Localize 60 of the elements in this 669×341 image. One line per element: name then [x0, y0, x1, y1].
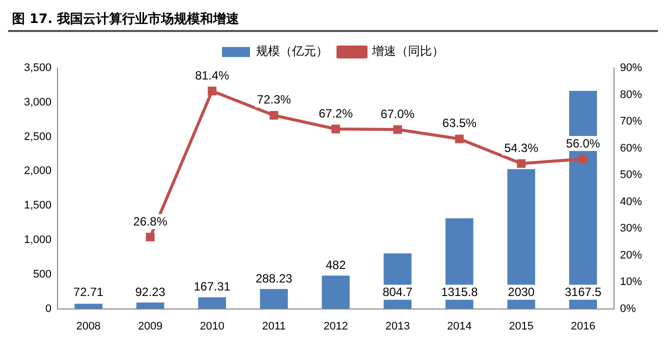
data-label: 167.31	[194, 280, 231, 294]
y2-tick-label: 10%	[620, 276, 642, 288]
data-label: 72.3%	[256, 92, 292, 107]
x-tick-label: 2016	[570, 320, 596, 332]
chart-title: 图 17. 我国云计算行业市场规模和增速	[8, 8, 658, 32]
data-label: 288.23	[256, 271, 293, 286]
y2-tick-label: 0%	[620, 302, 636, 315]
data-label: 1315.8	[441, 285, 478, 300]
y2-tick-label: 90%	[620, 62, 642, 74]
y-tick-label: 2,500	[24, 130, 52, 143]
point	[578, 154, 588, 164]
y2-tick-label: 60%	[620, 142, 642, 154]
data-label: 72.71	[73, 285, 104, 300]
point	[393, 125, 402, 134]
data-label: 67.2%	[318, 106, 354, 120]
data-label: 2030	[508, 285, 535, 300]
point	[208, 86, 216, 96]
y2-tick-label: 80%	[620, 88, 642, 101]
point	[146, 232, 155, 242]
y-tick-label: 500	[33, 268, 52, 280]
legend-label: 增速（同比）	[371, 44, 444, 58]
data-label: 482	[326, 258, 346, 272]
y2-tick-label: 40%	[620, 196, 642, 208]
y-tick-label: 1,000	[24, 234, 52, 246]
point	[270, 111, 278, 120]
bar	[198, 297, 226, 309]
data-label: 81.4%	[195, 68, 230, 82]
data-label: 804.7	[382, 285, 413, 300]
x-tick-label: 2009	[138, 320, 163, 332]
point	[331, 124, 340, 134]
x-tick-label: 2013	[385, 320, 410, 332]
x-tick-label: 2012	[324, 320, 348, 332]
data-label: 92.23	[135, 284, 166, 299]
y-tick-label: 3,000	[24, 96, 52, 108]
y2-tick-label: 20%	[620, 249, 642, 262]
point	[516, 159, 526, 168]
legend-label: 规模（亿元）	[256, 44, 328, 58]
data-label: 63.5%	[442, 116, 477, 130]
bar	[136, 302, 164, 309]
x-tick-label: 2010	[200, 320, 224, 332]
data-label: 67.0%	[380, 106, 415, 121]
y2-tick-label: 70%	[620, 116, 642, 128]
bar	[322, 276, 350, 309]
x-tick-label: 2008	[76, 320, 101, 332]
data-label: 3167.5	[564, 285, 602, 300]
y-tick-label: 1,500	[24, 200, 52, 212]
x-tick-label: 2014	[447, 320, 472, 332]
point	[455, 134, 464, 144]
bar	[260, 288, 288, 309]
x-tick-label: 2015	[509, 320, 534, 332]
data-label: 26.8%	[133, 214, 168, 228]
y2-tick-label: 30%	[620, 222, 642, 235]
data-label: 56.0%	[566, 136, 600, 150]
data-label: 54.3%	[504, 140, 539, 155]
bar	[74, 304, 102, 309]
y-tick-label: 3,500	[24, 62, 52, 74]
x-tick-label: 2011	[262, 320, 286, 332]
y2-tick-label: 50%	[620, 169, 642, 182]
y-tick-label: 2,000	[24, 165, 52, 178]
y-tick-label: 0	[45, 302, 52, 315]
